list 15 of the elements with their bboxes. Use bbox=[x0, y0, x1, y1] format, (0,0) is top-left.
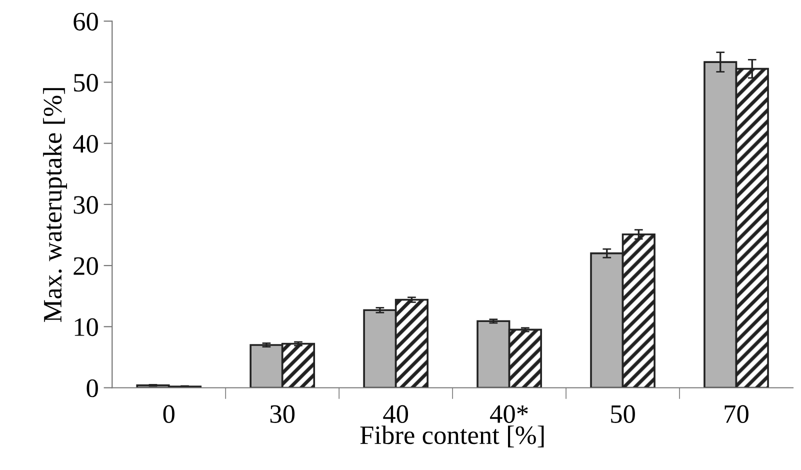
y-tick-label: 0 bbox=[86, 379, 98, 398]
y-tick-label: 30 bbox=[74, 196, 98, 214]
x-axis-title: Fibre content [%] bbox=[360, 426, 544, 448]
y-tick-label: 10 bbox=[74, 318, 98, 336]
y-tick-label: 20 bbox=[74, 257, 98, 275]
x-tick-label: 0 bbox=[163, 405, 174, 423]
x-tick-label: 40* bbox=[490, 405, 528, 423]
y-tick-label: 40 bbox=[73, 134, 98, 153]
y-tick-label: 50 bbox=[74, 74, 98, 92]
x-tick-label: 50 bbox=[611, 405, 635, 423]
x-tick-label: 40 bbox=[383, 405, 408, 423]
x-tick-label: 30 bbox=[270, 405, 295, 423]
y-tick-label: 60 bbox=[74, 12, 98, 31]
x-tick-label: 70 bbox=[724, 405, 748, 423]
y-axis-title: Max. wateruptake [%] bbox=[43, 88, 67, 322]
